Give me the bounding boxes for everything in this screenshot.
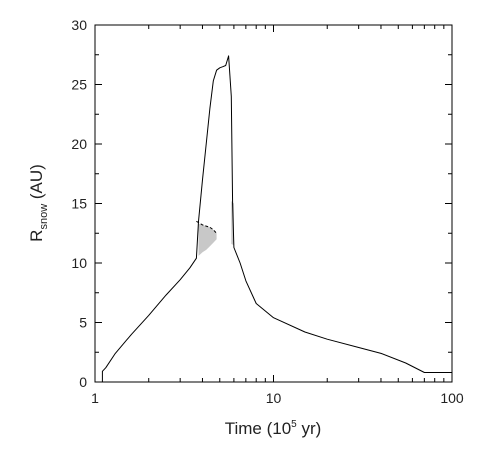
y-tick-label: 15	[71, 196, 87, 212]
x-tick-label: 100	[440, 390, 464, 406]
series-line-1	[101, 55, 452, 382]
y-axis-title-sub: snow	[38, 204, 50, 230]
x-axis-title-pre: Time (10	[225, 419, 291, 438]
x-axis-title: Time (105 yr)	[225, 419, 322, 438]
x-tick-label: 1	[91, 390, 99, 406]
series-line-2	[196, 220, 217, 234]
y-tick-label: 0	[79, 374, 87, 390]
x-tick-label: 10	[266, 390, 282, 406]
y-axis-title-post: (AU)	[27, 164, 46, 204]
shaded-region-1	[198, 223, 217, 256]
y-axis-title: Rsnow (AU)	[27, 164, 50, 242]
y-tick-label: 10	[71, 255, 87, 271]
y-tick-label: 25	[71, 77, 87, 93]
y-tick-label: 20	[71, 136, 87, 152]
plot-frame	[94, 24, 453, 383]
x-axis-title-post: yr)	[297, 419, 322, 438]
y-axis-title-main: R	[27, 230, 46, 242]
x-axis-title-sup: 5	[291, 419, 297, 430]
y-tick-label: 5	[79, 315, 87, 331]
y-tick-label: 30	[71, 17, 87, 33]
